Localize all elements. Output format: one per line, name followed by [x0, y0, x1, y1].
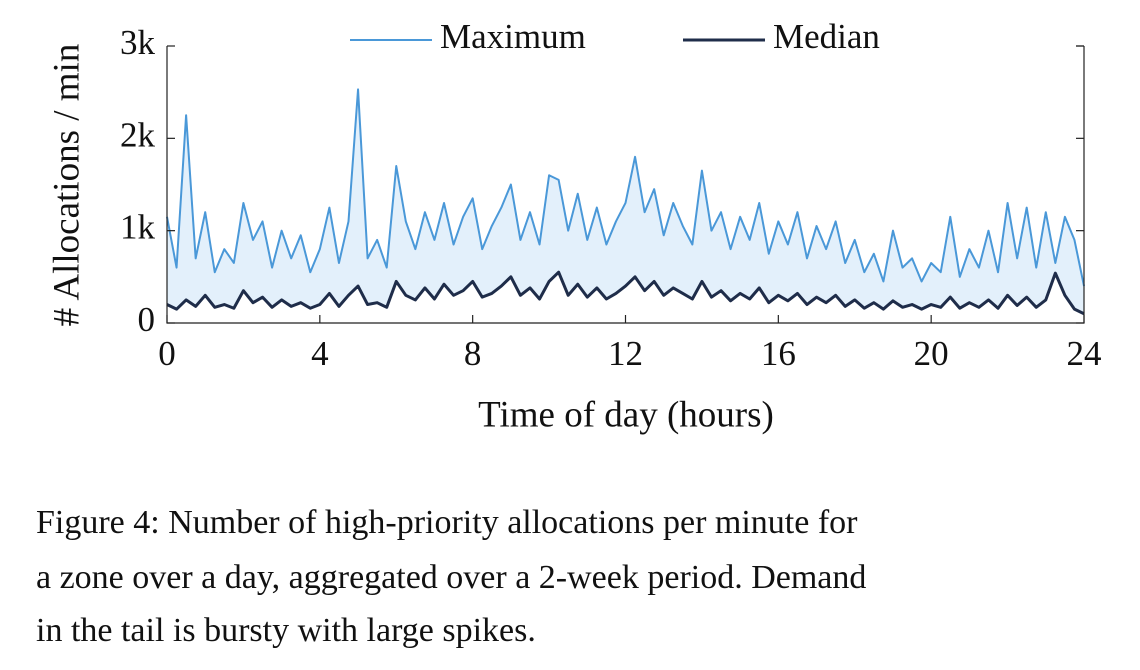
y-tick-label: 2k	[120, 115, 156, 154]
y-tick-label: 3k	[120, 23, 156, 62]
y-tick-label: 1k	[120, 208, 156, 247]
legend-label: Median	[773, 17, 880, 56]
range-fill	[167, 89, 1084, 314]
x-tick-label: 12	[608, 334, 643, 373]
series-line	[166, 270, 1085, 316]
caption-line: a zone over a day, aggregated over a 2-w…	[36, 559, 866, 596]
legend-label: Maximum	[440, 17, 586, 56]
x-tick-label: 4	[311, 334, 329, 373]
x-tick-label: 24	[1067, 334, 1102, 373]
x-tick-label: 16	[761, 334, 796, 373]
x-tick-label: 8	[464, 334, 482, 373]
series-line	[166, 88, 1085, 287]
y-axis-label: # Allocations / min	[46, 44, 87, 327]
x-tick-label: 0	[158, 334, 176, 373]
caption-line: Figure 4: Number of high-priority alloca…	[36, 504, 858, 541]
y-tick-label: 0	[138, 300, 156, 339]
x-axis-label: Time of day (hours)	[478, 394, 774, 435]
x-tick-label: 20	[914, 334, 949, 373]
caption-line: in the tail is bursty with large spikes.	[36, 612, 536, 649]
